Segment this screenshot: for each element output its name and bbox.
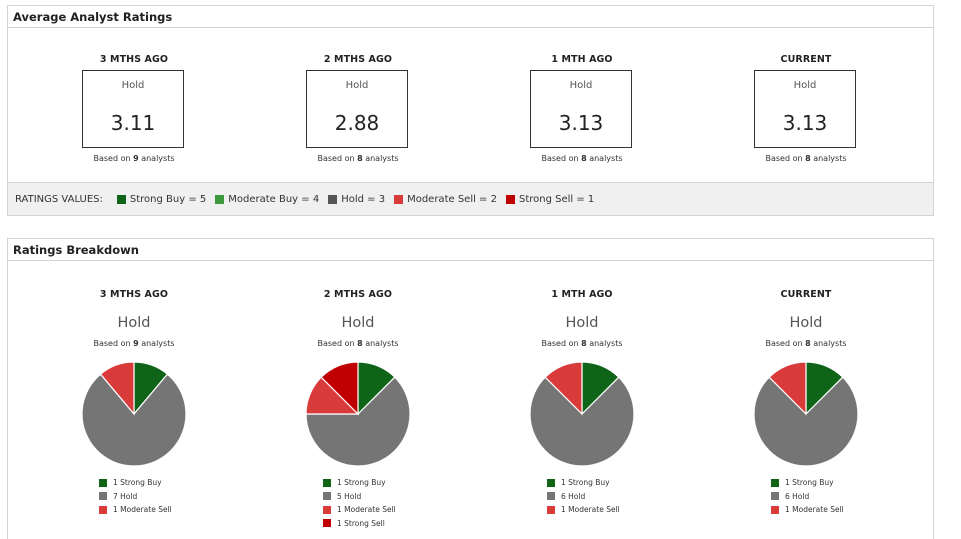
swatch-icon <box>771 478 779 487</box>
rating-box: Hold 3.11 <box>82 70 184 148</box>
legend-item-hold: 6 Hold <box>771 490 844 504</box>
rating-label: Hold <box>121 80 145 91</box>
pie-slice-hold <box>305 376 411 467</box>
based-on-text: Based on 8 analysts <box>765 339 847 348</box>
ratings-values-label: RATINGS VALUES: <box>15 193 103 205</box>
consensus-label: Hold <box>565 315 599 331</box>
based-on-text: Based on 8 analysts <box>317 339 399 348</box>
value-item-strong-buy: Strong Buy = 5 <box>116 194 206 205</box>
ratings-pie-chart <box>305 361 411 467</box>
pie-slice-strong-sell <box>320 361 359 416</box>
legend-item-hold: 5 Hold <box>323 490 396 504</box>
legend-item-strong-buy: 1 Strong Buy <box>99 476 172 490</box>
period-label: CURRENT <box>780 289 832 300</box>
swatch-icon <box>771 505 779 514</box>
legend-item-hold: 6 Hold <box>547 490 620 504</box>
swatch-icon <box>771 492 779 501</box>
legend-item-strong-buy: 1 Strong Buy <box>547 476 620 490</box>
swatch-icon <box>323 492 331 501</box>
ratings-breakdown-title: Ratings Breakdown <box>8 239 933 261</box>
rating-value: 2.88 <box>334 111 380 135</box>
rating-label: Hold <box>569 80 593 91</box>
value-item-hold: Hold = 3 <box>328 194 385 205</box>
based-on-text: Based on 8 analysts <box>317 154 399 163</box>
consensus-label: Hold <box>789 315 823 331</box>
swatch-icon <box>323 478 331 487</box>
based-on-text: Based on 8 analysts <box>541 154 623 163</box>
legend-item-strong-buy: 1 Strong Buy <box>323 476 396 490</box>
value-item-strong-sell: Strong Sell = 1 <box>505 194 594 205</box>
pie-legend: 1 Strong Buy 6 Hold 1 Moderate Sell <box>771 476 844 517</box>
rating-box: Hold 3.13 <box>754 70 856 148</box>
consensus-label: Hold <box>341 315 375 331</box>
ratings-pie-chart <box>81 361 187 467</box>
pie-slice-hold <box>753 376 859 467</box>
average-ratings-panel: Average Analyst Ratings 3 MTHS AGO Hold … <box>7 5 934 216</box>
rating-value: 3.13 <box>782 111 828 135</box>
period-label: 3 MTHS AGO <box>99 54 169 65</box>
avg-col-current: CURRENT <box>726 54 886 65</box>
swatch-icon <box>394 194 404 204</box>
swatch-icon <box>99 492 107 501</box>
pie-legend: 1 Strong Buy 5 Hold 1 Moderate Sell 1 St… <box>323 476 396 530</box>
pie-slice-hold <box>529 376 635 467</box>
value-item-moderate-buy: Moderate Buy = 4 <box>215 194 319 205</box>
swatch-icon <box>505 194 515 204</box>
swatch-icon <box>547 478 555 487</box>
swatch-icon <box>116 194 126 204</box>
rating-label: Hold <box>345 80 369 91</box>
ratings-breakdown-panel: Ratings Breakdown 3 MTHS AGO Hold Based … <box>7 238 934 539</box>
legend-item-moderate-sell: 1 Moderate Sell <box>99 503 172 517</box>
ratings-values-legend: RATINGS VALUES: Strong Buy = 5 Moderate … <box>8 182 933 215</box>
rating-value: 3.11 <box>110 111 156 135</box>
value-item-moderate-sell: Moderate Sell = 2 <box>394 194 497 205</box>
avg-col-2m: 2 MTHS AGO <box>278 54 438 65</box>
swatch-icon <box>547 505 555 514</box>
avg-col-1m: 1 MTH AGO <box>502 54 662 65</box>
legend-item-hold: 7 Hold <box>99 490 172 504</box>
period-label: 2 MTHS AGO <box>323 289 393 300</box>
based-on-text: Based on 9 analysts <box>93 339 175 348</box>
legend-item-moderate-sell: 1 Moderate Sell <box>771 503 844 517</box>
period-label: 1 MTH AGO <box>551 54 613 65</box>
rating-value: 3.13 <box>558 111 604 135</box>
pie-slice-moderate-sell <box>768 361 807 416</box>
swatch-icon <box>215 194 225 204</box>
swatch-icon <box>547 492 555 501</box>
consensus-label: Hold <box>117 315 151 331</box>
swatch-icon <box>328 194 338 204</box>
legend-item-strong-sell: 1 Strong Sell <box>323 517 396 531</box>
swatch-icon <box>323 519 331 528</box>
period-label: 3 MTHS AGO <box>99 289 169 300</box>
rating-box: Hold 2.88 <box>306 70 408 148</box>
legend-item-moderate-sell: 1 Moderate Sell <box>547 503 620 517</box>
period-label: 2 MTHS AGO <box>323 54 393 65</box>
period-label: 1 MTH AGO <box>551 289 613 300</box>
swatch-icon <box>323 505 331 514</box>
pie-slice-hold <box>81 373 187 467</box>
based-on-text: Based on 8 analysts <box>541 339 623 348</box>
pie-slice-moderate-sell <box>544 361 583 416</box>
rating-label: Hold <box>793 80 817 91</box>
based-on-text: Based on 9 analysts <box>93 154 175 163</box>
ratings-pie-chart <box>529 361 635 467</box>
legend-item-moderate-sell: 1 Moderate Sell <box>323 503 396 517</box>
pie-legend: 1 Strong Buy 6 Hold 1 Moderate Sell <box>547 476 620 517</box>
swatch-icon <box>99 478 107 487</box>
swatch-icon <box>99 505 107 514</box>
avg-col-3m: 3 MTHS AGO <box>54 54 214 65</box>
based-on-text: Based on 8 analysts <box>765 154 847 163</box>
average-ratings-title: Average Analyst Ratings <box>8 6 933 28</box>
legend-item-strong-buy: 1 Strong Buy <box>771 476 844 490</box>
period-label: CURRENT <box>780 54 832 65</box>
pie-legend: 1 Strong Buy 7 Hold 1 Moderate Sell <box>99 476 172 517</box>
pie-slice-moderate-sell <box>99 361 135 416</box>
rating-box: Hold 3.13 <box>530 70 632 148</box>
ratings-pie-chart <box>753 361 859 467</box>
